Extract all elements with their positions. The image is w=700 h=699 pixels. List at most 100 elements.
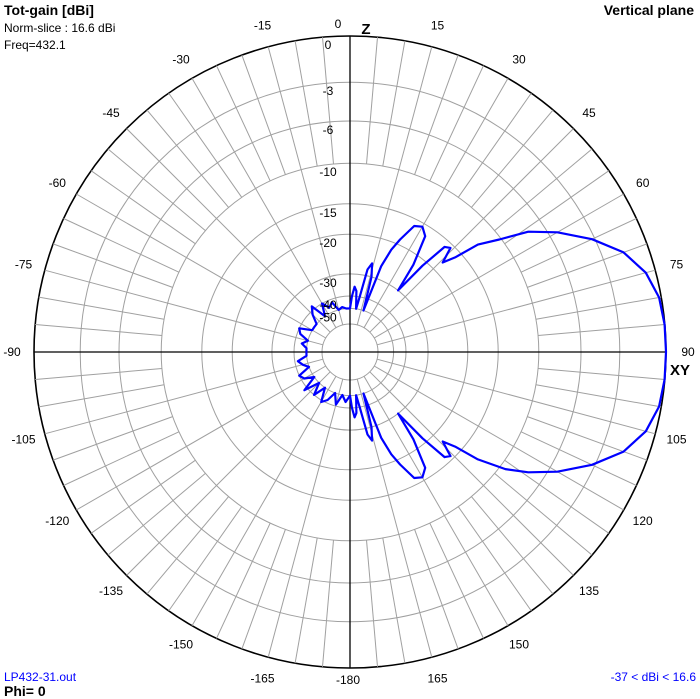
- grid-spoke: [168, 92, 243, 198]
- radial-tick-label: -30: [319, 276, 337, 290]
- grid-spoke: [457, 506, 532, 612]
- angle-tick-label: 165: [427, 672, 447, 686]
- angle-tick-label: -165: [250, 672, 274, 686]
- grid-spoke: [520, 431, 637, 486]
- radial-tick-label: -10: [319, 165, 337, 179]
- polar-axes: [34, 36, 666, 668]
- angle-tick-label: -75: [15, 258, 33, 272]
- grid-spoke: [366, 37, 378, 164]
- grid-spoke: [216, 65, 271, 182]
- angle-tick-label: 135: [579, 584, 599, 598]
- grid-spoke: [527, 243, 648, 288]
- grid-spoke: [369, 128, 574, 333]
- grid-spoke: [146, 109, 229, 208]
- angle-tick-label: -150: [169, 638, 193, 652]
- angle-tick-label: 60: [636, 176, 650, 190]
- frequency-label: Freq=432.1: [4, 38, 66, 52]
- angle-tick-label: -15: [254, 19, 272, 33]
- radial-tick-label: -6: [323, 123, 334, 137]
- file-name-label: LP432-31.out: [4, 670, 77, 684]
- radiation-pattern-trace: [296, 224, 668, 480]
- angle-tick-label: 30: [512, 52, 526, 66]
- radial-tick-label: -3: [323, 84, 334, 98]
- grid-spoke: [191, 375, 337, 626]
- angle-tick-label: 120: [633, 514, 653, 528]
- radial-tick-label: -40: [319, 298, 337, 312]
- grid-spoke: [429, 522, 484, 639]
- angle-tick-label: 90: [681, 345, 695, 359]
- angle-tick-label: 75: [670, 258, 684, 272]
- grid-spoke: [535, 384, 662, 408]
- grid-spoke: [535, 296, 662, 320]
- grid-spoke: [90, 459, 196, 534]
- angle-tick-label: -60: [49, 176, 67, 190]
- grid-spoke: [126, 371, 331, 576]
- grid-spoke: [76, 193, 327, 339]
- z-axis-label: Z: [361, 21, 370, 38]
- angle-tick-label: 150: [509, 638, 529, 652]
- plane-label: Vertical plane: [603, 2, 694, 18]
- angle-tick-label: 15: [431, 19, 445, 33]
- grid-spoke: [373, 193, 624, 339]
- grid-spoke: [471, 109, 554, 208]
- grid-spoke: [382, 40, 406, 167]
- grid-spoke: [471, 496, 554, 595]
- gain-range-label: -37 < dBi < 16.6: [610, 670, 696, 684]
- angle-tick-label: 0: [335, 17, 342, 31]
- grid-spoke: [520, 218, 637, 273]
- grid-spoke: [356, 46, 433, 326]
- grid-spoke: [527, 416, 648, 461]
- grid-spoke: [322, 37, 334, 164]
- grid-spoke: [538, 324, 665, 336]
- grid-spoke: [504, 170, 610, 245]
- grid-spoke: [363, 375, 509, 626]
- grid-spoke: [241, 529, 286, 650]
- grid-spoke: [63, 431, 180, 486]
- grid-spoke: [322, 540, 334, 667]
- grid-spoke: [494, 473, 593, 556]
- grid-spoke: [294, 40, 318, 167]
- grid-spoke: [126, 128, 331, 333]
- grid-spoke: [35, 324, 162, 336]
- grid-spoke: [376, 269, 656, 346]
- grid-spoke: [38, 384, 165, 408]
- phi-label: Phi= 0: [4, 683, 46, 699]
- grid-spoke: [44, 269, 324, 346]
- grid-spoke: [267, 46, 344, 326]
- grid-spoke: [356, 378, 433, 658]
- grid-spoke: [373, 365, 624, 511]
- grid-spoke: [366, 540, 378, 667]
- grid-spoke: [107, 473, 206, 556]
- grid-spoke: [376, 358, 656, 435]
- grid-spoke: [369, 371, 574, 576]
- grid-spoke: [107, 148, 206, 231]
- angle-tick-label: -120: [45, 514, 69, 528]
- angle-tick-label: -105: [11, 433, 35, 447]
- grid-spoke: [429, 65, 484, 182]
- grid-spoke: [414, 54, 459, 175]
- grid-spoke: [241, 54, 286, 175]
- radial-tick-label: 0: [325, 38, 332, 52]
- grid-spoke: [382, 537, 406, 664]
- grid-spoke: [63, 218, 180, 273]
- pattern-layer: [296, 224, 668, 480]
- angle-tick-label: -180: [336, 673, 360, 687]
- grid-spoke: [457, 92, 532, 198]
- angle-tick-label: -90: [3, 345, 21, 359]
- grid-spoke: [90, 170, 196, 245]
- grid-spoke: [35, 368, 162, 380]
- angle-tick-label: 105: [666, 433, 686, 447]
- grid-spoke: [363, 78, 509, 329]
- angle-tick-label: 45: [582, 106, 596, 120]
- grid-spoke: [538, 368, 665, 380]
- radial-tick-label: -15: [319, 206, 337, 220]
- label-layer: 0 153045607590105120135150165-180-165-150…: [3, 17, 695, 687]
- angle-tick-label: -45: [102, 106, 120, 120]
- xy-axis-label: XY: [670, 362, 690, 379]
- angle-tick-label: -30: [172, 52, 190, 66]
- grid-spoke: [38, 296, 165, 320]
- grid-spoke: [44, 358, 324, 435]
- grid-spoke: [146, 496, 229, 595]
- radial-tick-label: -50: [319, 310, 337, 324]
